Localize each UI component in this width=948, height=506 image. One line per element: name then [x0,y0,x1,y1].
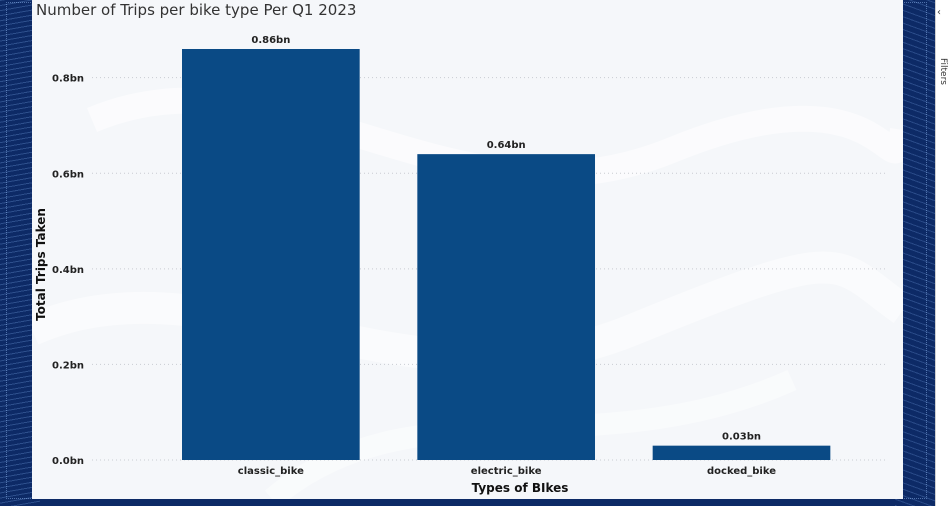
y-tick-label: 0.4bn [52,265,84,276]
bar-chart-visual[interactable]: Number of Trips per bike type Per Q1 202… [32,0,903,499]
bar-electric-bike[interactable] [417,154,596,461]
filters-pane-collapsed[interactable]: ‹ Filters [935,0,948,506]
data-label: 0.03bn [722,432,761,443]
x-axis-title: Types of BIkes [472,481,569,495]
bar-classic-bike[interactable] [182,49,360,460]
data-label: 0.64bn [487,140,526,151]
filters-pane-label[interactable]: Filters [938,58,948,85]
chart-plot: 0.0bn 0.2bn 0.4bn 0.6bn 0.8bn 0.86bn classic_b… [34,35,888,495]
y-tick-label: 0.6bn [52,169,84,180]
chart-title: Number of Trips per bike type Per Q1 202… [36,1,357,19]
x-tick-label: docked_bike [707,466,776,477]
y-tick-label: 0.8bn [52,74,84,85]
y-tick-label: 0.0bn [52,456,84,467]
chevron-left-icon[interactable]: ‹ [937,7,941,18]
bar-docked-bike[interactable] [652,445,831,460]
x-tick-label: electric_bike [471,466,542,477]
x-tick-label: classic_bike [238,466,304,477]
y-tick-label: 0.2bn [52,360,84,371]
y-axis-title: Total Trips Taken [34,208,48,321]
data-label: 0.86bn [251,35,290,46]
